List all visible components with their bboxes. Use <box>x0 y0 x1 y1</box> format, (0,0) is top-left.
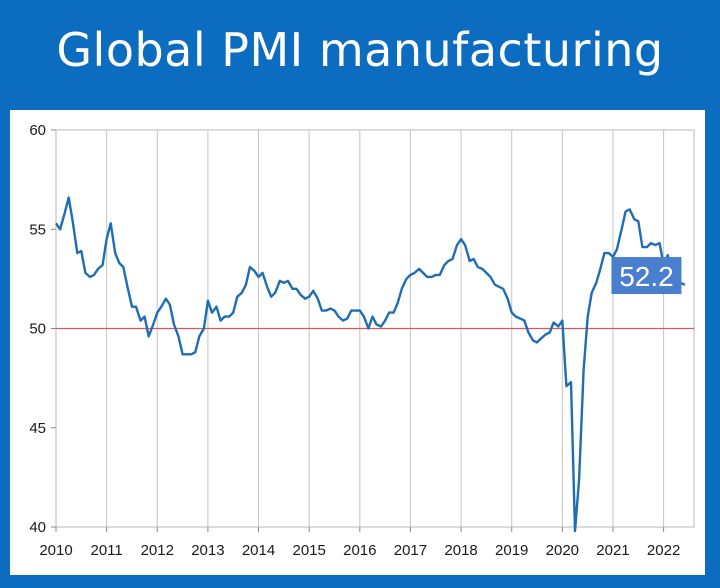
x-tick-label: 2014 <box>242 542 275 559</box>
x-tick-label: 2013 <box>191 542 224 559</box>
y-tick-label: 45 <box>29 420 46 437</box>
x-tick-label: 2011 <box>91 542 123 559</box>
x-tick-label: 2015 <box>292 542 325 559</box>
x-tick-label: 2021 <box>596 542 629 559</box>
x-tick-label: 2019 <box>495 542 528 559</box>
x-tick-label: 2020 <box>546 542 579 559</box>
x-tick-label: 2018 <box>444 542 477 559</box>
x-tick-label: 2016 <box>343 542 376 559</box>
chart-panel: 2010 2011 2012 2013 2014 2015 2016 2017 2018 2019… <box>10 110 705 575</box>
x-tick-label: 2022 <box>647 542 680 559</box>
y-tick-label: 55 <box>29 221 46 238</box>
pmi-line-chart: 2010 2011 2012 2013 2014 2015 2016 2017 2018 2019… <box>29 122 695 559</box>
chart-title: Global PMI manufacturing <box>56 23 664 77</box>
y-tick-label: 50 <box>29 321 46 338</box>
x-tick-label: 2010 <box>39 542 72 559</box>
y-tick-label: 40 <box>29 519 46 536</box>
latest-value-label: 52.2 <box>619 261 674 292</box>
x-tick-label: 2017 <box>394 542 427 559</box>
title-bar: Global PMI manufacturing <box>0 0 720 100</box>
pmi-series-line <box>55 196 686 533</box>
y-tick-label: 60 <box>29 122 46 139</box>
latest-value-callout <box>611 257 682 295</box>
x-tick-label: 2012 <box>141 542 174 559</box>
